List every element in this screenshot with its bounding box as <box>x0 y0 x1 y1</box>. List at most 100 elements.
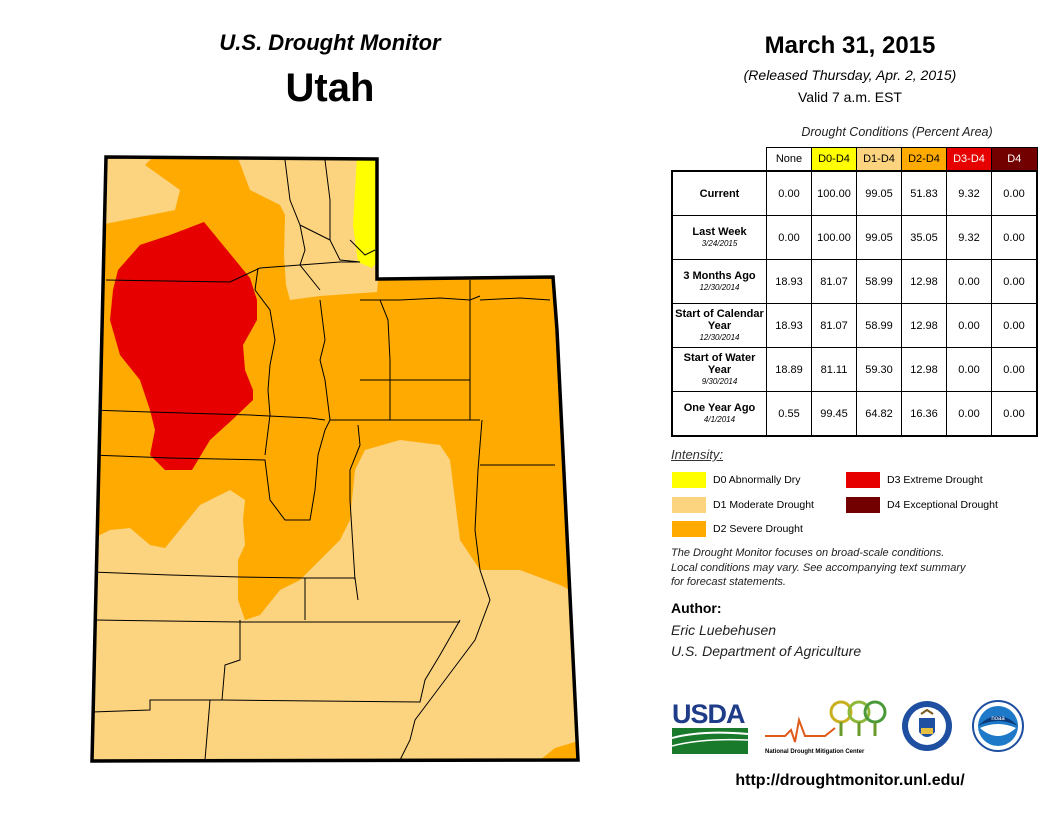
cell-value: 81.07 <box>811 259 857 304</box>
cell-value: 18.93 <box>766 259 812 304</box>
cell-value: 9.32 <box>946 170 992 216</box>
table-row: Current 0.00 100.00 99.05 51.83 9.32 0.0… <box>671 170 1038 216</box>
col-none: None <box>766 147 812 172</box>
cell-value: 0.00 <box>946 259 992 304</box>
table-row: Start of Calendar Year 12/30/2014 18.93 8… <box>671 303 1038 348</box>
ndmc-logo: National Drought Mitigation Center <box>765 698 887 758</box>
disclaimer: The Drought Monitor focuses on broad-sca… <box>671 546 1031 590</box>
legend-swatch-d4 <box>846 497 880 513</box>
row-date: 12/30/2014 <box>699 332 740 342</box>
cell-value: 100.00 <box>811 170 857 216</box>
usda-logo: USDA <box>671 699 750 755</box>
cell-value: 100.00 <box>811 215 857 260</box>
col-d2-d4: D2-D4 <box>901 147 947 172</box>
row-date: 3/24/2015 <box>701 238 738 248</box>
row-date: 9/30/2014 <box>701 376 738 386</box>
cell-value: 18.89 <box>766 347 812 392</box>
legend-item-d3: D3 Extreme Drought <box>846 472 983 488</box>
cell-value: 12.98 <box>901 259 947 304</box>
cell-value: 81.11 <box>811 347 857 392</box>
col-d4: D4 <box>991 147 1038 172</box>
noaa-logo-text: noaa <box>991 716 1005 722</box>
cell-value: 12.98 <box>901 347 947 392</box>
legend-item-d2: D2 Severe Drought <box>672 521 803 537</box>
row-label: One Year Ago <box>683 401 756 414</box>
cell-value: 35.05 <box>901 215 947 260</box>
author-info: Eric Luebehusen U.S. Department of Agric… <box>671 620 861 662</box>
usda-fields-icon <box>671 728 749 754</box>
cell-value: 0.00 <box>946 391 992 437</box>
table-caption: Drought Conditions (Percent Area) <box>801 125 993 139</box>
legend-item-d4: D4 Exceptional Drought <box>846 497 998 513</box>
cell-value: 58.99 <box>856 303 902 348</box>
author-heading: Author: <box>671 600 722 616</box>
cell-value: 0.55 <box>766 391 812 437</box>
cell-value: 99.45 <box>811 391 857 437</box>
cell-value: 0.00 <box>946 303 992 348</box>
col-d0-d4: D0-D4 <box>811 147 857 172</box>
cell-value: 51.83 <box>901 170 947 216</box>
cell-value: 64.82 <box>856 391 902 437</box>
cell-value: 0.00 <box>991 259 1038 304</box>
row-date: 12/30/2014 <box>699 282 740 292</box>
release-date: (Released Thursday, Apr. 2, 2015) <box>743 67 957 83</box>
cell-value: 0.00 <box>991 170 1038 216</box>
disclaimer-line: The Drought Monitor focuses on broad-sca… <box>671 547 945 559</box>
ndmc-trees-icon <box>765 700 887 743</box>
cell-value: 99.05 <box>856 215 902 260</box>
legend-swatch-d0 <box>672 472 706 488</box>
legend-swatch-d3 <box>846 472 880 488</box>
table-row: 3 Months Ago 12/30/2014 18.93 81.07 58.99… <box>671 259 1038 304</box>
valid-time: Valid 7 a.m. EST <box>797 89 902 105</box>
legend-label: D3 Extreme Drought <box>887 474 983 486</box>
noaa-logo-icon: noaa <box>972 700 1024 752</box>
cell-value: 0.00 <box>991 391 1038 437</box>
ndmc-logo-text: National Drought Mitigation Center <box>765 749 865 755</box>
map-title: U.S. Drought Monitor <box>219 30 441 55</box>
table-row: One Year Ago 4/1/2014 0.55 99.45 64.82 16… <box>671 391 1038 437</box>
legend-label: D0 Abnormally Dry <box>713 474 801 486</box>
table-row: Start of Water Year 9/30/2014 18.89 81.11… <box>671 347 1038 392</box>
row-label: Start of Calendar Year <box>675 307 764 332</box>
col-d3-d4: D3-D4 <box>946 147 992 172</box>
drought-monitor-url[interactable]: http://droughtmonitor.unl.edu/ <box>735 772 965 789</box>
disclaimer-line: for forecast statements. <box>671 576 786 588</box>
cell-value: 0.00 <box>766 215 812 260</box>
row-label: Current <box>699 187 740 200</box>
cell-value: 18.93 <box>766 303 812 348</box>
row-label: Last Week <box>692 225 747 238</box>
legend-item-d0: D0 Abnormally Dry <box>672 472 801 488</box>
usda-logo-text: USDA <box>672 699 746 729</box>
cell-value: 99.05 <box>856 170 902 216</box>
row-label: 3 Months Ago <box>683 269 756 282</box>
author-org: U.S. Department of Agriculture <box>671 643 862 659</box>
utah-drought-map <box>90 155 580 763</box>
legend-label: D4 Exceptional Drought <box>887 499 998 511</box>
cell-value: 59.30 <box>856 347 902 392</box>
legend-title: Intensity: <box>671 447 724 462</box>
cell-value: 0.00 <box>991 347 1038 392</box>
legend-label: D1 Moderate Drought <box>713 499 814 511</box>
row-date: 4/1/2014 <box>703 414 736 424</box>
map-date: March 31, 2015 <box>764 32 936 59</box>
col-d1-d4: D1-D4 <box>856 147 902 172</box>
state-name: Utah <box>285 66 375 110</box>
table-row: Last Week 3/24/2015 0.00 100.00 99.05 35.… <box>671 215 1038 260</box>
author-name: Eric Luebehusen <box>671 622 777 638</box>
cell-value: 0.00 <box>991 303 1038 348</box>
table-header-row: None D0-D4 D1-D4 D2-D4 D3-D4 D4 <box>672 147 1038 172</box>
legend-swatch-d1 <box>672 497 706 513</box>
cell-value: 0.00 <box>766 170 812 216</box>
cell-value: 9.32 <box>946 215 992 260</box>
cell-value: 0.00 <box>991 215 1038 260</box>
row-label: Start of Water Year <box>683 351 756 376</box>
cell-value: 16.36 <box>901 391 947 437</box>
legend-item-d1: D1 Moderate Drought <box>672 497 814 513</box>
doc-seal-icon <box>902 701 952 751</box>
legend-swatch-d2 <box>672 521 706 537</box>
cell-value: 58.99 <box>856 259 902 304</box>
cell-value: 81.07 <box>811 303 857 348</box>
disclaimer-line: Local conditions may vary. See accompany… <box>671 561 966 574</box>
drought-stats-table: None D0-D4 D1-D4 D2-D4 D3-D4 D4 Current … <box>671 147 1038 437</box>
cell-value: 0.00 <box>946 347 992 392</box>
